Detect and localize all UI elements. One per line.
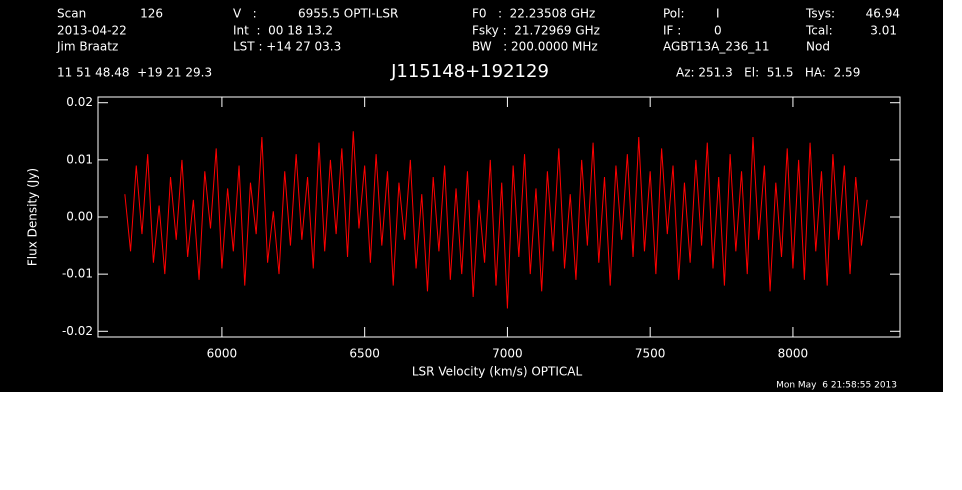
x-tick-label: 7000 <box>492 347 523 361</box>
header-value: BW : 200.0000 MHz <box>472 40 598 54</box>
x-tick-label: 6500 <box>349 347 380 361</box>
header-value: AGBT13A_236_11 <box>663 40 770 54</box>
header-value: I <box>716 7 720 21</box>
x-tick-label: 6000 <box>207 347 238 361</box>
header-label: V : <box>233 7 257 21</box>
timestamp: Mon May 6 21:58:55 2013 <box>776 381 897 391</box>
header-label: Tcal: <box>805 24 833 38</box>
header-value: 6955.5 OPTI-LSR <box>298 7 398 21</box>
header-value: Int : 00 18 13.2 <box>233 24 333 38</box>
plot-background <box>0 0 943 392</box>
y-tick-label: -0.01 <box>62 267 93 281</box>
x-tick-label: 7500 <box>635 347 666 361</box>
header-value: Nod <box>806 40 830 54</box>
y-tick-label: 0.01 <box>66 152 93 166</box>
y-axis-label: Flux Density (Jy) <box>26 168 40 266</box>
y-tick-label: 0.02 <box>66 95 93 109</box>
header-value: 2013-04-22 <box>57 24 127 38</box>
x-axis-label: LSR Velocity (km/s) OPTICAL <box>412 365 583 379</box>
header-value: 3.01 <box>870 24 897 38</box>
pointing: Az: 251.3 El: 51.5 HA: 2.59 <box>676 66 860 80</box>
coordinates: 11 51 48.48 +19 21 29.3 <box>57 66 212 80</box>
header-value: Jim Braatz <box>56 40 118 54</box>
y-tick-label: 0.00 <box>66 210 93 224</box>
header-value: F0 : 22.23508 GHz <box>472 7 595 21</box>
header-value: 46.94 <box>866 7 900 21</box>
x-tick-label: 8000 <box>778 347 809 361</box>
header-value: 0 <box>714 24 722 38</box>
header-value: 126 <box>140 7 163 21</box>
header-label: Scan <box>57 7 86 21</box>
header-label: Pol: <box>663 7 685 21</box>
spectrum-line <box>124 131 868 309</box>
y-tick-label: -0.02 <box>62 324 93 338</box>
chart-title: J115148+192129 <box>390 61 549 82</box>
header-value: LST : +14 27 03.3 <box>233 40 341 54</box>
header-value: Fsky : 21.72969 GHz <box>472 24 600 38</box>
header-label: Tsys: <box>805 7 835 21</box>
header-label: IF : <box>663 24 681 38</box>
